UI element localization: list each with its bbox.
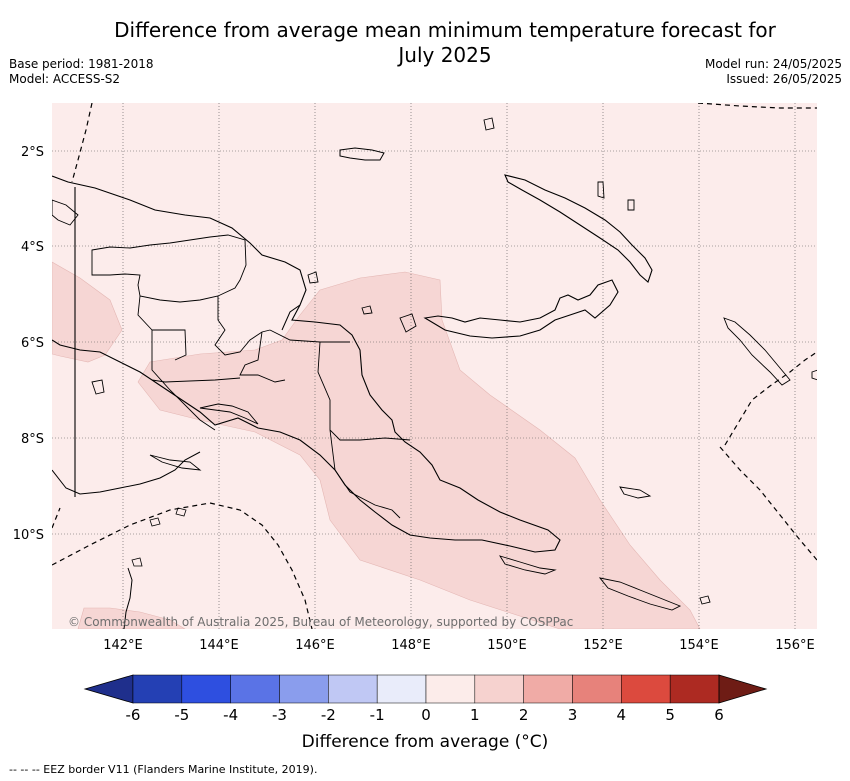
coastline-manus — [339, 147, 385, 161]
model-name: Model: ACCESS-S2 — [9, 72, 121, 86]
latitude-label: 10°S — [13, 528, 44, 543]
colorbar-bin — [279, 674, 329, 704]
issued-date: Issued: 26/05/2025 — [726, 72, 842, 86]
longitude-label: 152°E — [583, 638, 623, 653]
coastline-new-guinea — [52, 175, 561, 553]
colorbar-tick-label: -4 — [223, 706, 238, 724]
latitude-label: 6°S — [21, 336, 44, 351]
latitude-label: 8°S — [21, 432, 44, 447]
run-info: Model run: 24/05/2025 Issued: 26/05/2025 — [705, 57, 842, 87]
colorbar-tick-labels: -6 -5 -4 -3 -2 -1 0 1 2 3 4 5 6 — [126, 706, 724, 724]
colorbar-bin — [181, 674, 231, 704]
longitude-label: 150°E — [487, 638, 527, 653]
coastline-papua-west — [52, 199, 105, 395]
colorbar-tick-label: -1 — [370, 706, 385, 724]
colorbar-bin — [376, 674, 427, 704]
coastline-gulf — [52, 451, 201, 495]
colorbar-tick-label: 2 — [519, 706, 529, 724]
colorbar-tick-label: 4 — [617, 706, 627, 724]
latitude-label: 4°S — [21, 240, 44, 255]
coastline-cape-york — [123, 567, 133, 629]
colorbar-tick-label: 3 — [568, 706, 578, 724]
coastline-new-britain — [423, 279, 619, 339]
colorbar-tick-label: -5 — [174, 706, 189, 724]
colorbar-tick-label: 5 — [665, 706, 675, 724]
title-line-2: July 2025 — [398, 43, 492, 67]
coastline-huon — [281, 304, 301, 331]
eez-legend-note: -- -- -- EEZ border V11 (Flanders Marine… — [9, 763, 318, 776]
longitude-label: 144°E — [199, 638, 239, 653]
eez-border — [52, 103, 817, 629]
colorbar-tick-label: -6 — [126, 706, 141, 724]
longitude-label: 142°E — [103, 638, 143, 653]
copyright-credit: © Commonwealth of Australia 2025, Bureau… — [68, 615, 573, 629]
colorbar-bin — [474, 674, 524, 704]
title-line-1: Difference from average mean minimum tem… — [114, 18, 776, 42]
provincial-borders — [91, 234, 411, 519]
base-period: Base period: 1981-2018 — [9, 57, 154, 71]
colorbar-title: Difference from average (°C) — [301, 732, 549, 752]
anomaly-region-south — [77, 607, 186, 629]
longitude-labels: 142°E 144°E 146°E 148°E 150°E 152°E 154°E 156°E — [103, 638, 815, 653]
colorbar-tick-label: 1 — [470, 706, 480, 724]
longitude-label: 156°E — [775, 638, 815, 653]
longitude-label: 146°E — [295, 638, 335, 653]
longitude-label: 148°E — [391, 638, 431, 653]
colorbar-extend-high — [718, 674, 768, 704]
colorbar-bin — [669, 674, 720, 704]
colorbar-tick-label: -3 — [272, 706, 287, 724]
map-gridlines — [52, 103, 817, 629]
coastline-small-islands — [307, 117, 817, 611]
fly-delta — [149, 403, 259, 471]
map-title: Difference from average mean minimum tem… — [95, 18, 795, 68]
colorbar-tick-label: -2 — [321, 706, 336, 724]
colorbar-tick-label: 0 — [421, 706, 431, 724]
colorbar-bin — [523, 674, 573, 704]
colorbar-bin — [572, 674, 622, 704]
colorbar-bin — [621, 674, 671, 704]
longitude-label: 154°E — [679, 638, 719, 653]
colorbar-extend-low — [83, 674, 134, 704]
model-info: Base period: 1981-2018 Model: ACCESS-S2 — [9, 57, 154, 87]
colorbar-tick-label: 6 — [714, 706, 724, 724]
colorbar-bin — [132, 674, 183, 704]
colorbar — [83, 674, 768, 704]
latitude-label: 2°S — [21, 145, 44, 160]
latitude-labels: 2°S 4°S 6°S 8°S 10°S — [13, 145, 44, 543]
model-run: Model run: 24/05/2025 — [704, 57, 842, 71]
colorbar-bin — [230, 674, 280, 704]
colorbar-bin — [328, 674, 378, 704]
coastline-torres-islands — [131, 507, 187, 567]
colorbar-bin — [425, 674, 476, 704]
coastline-new-ireland — [504, 174, 653, 283]
